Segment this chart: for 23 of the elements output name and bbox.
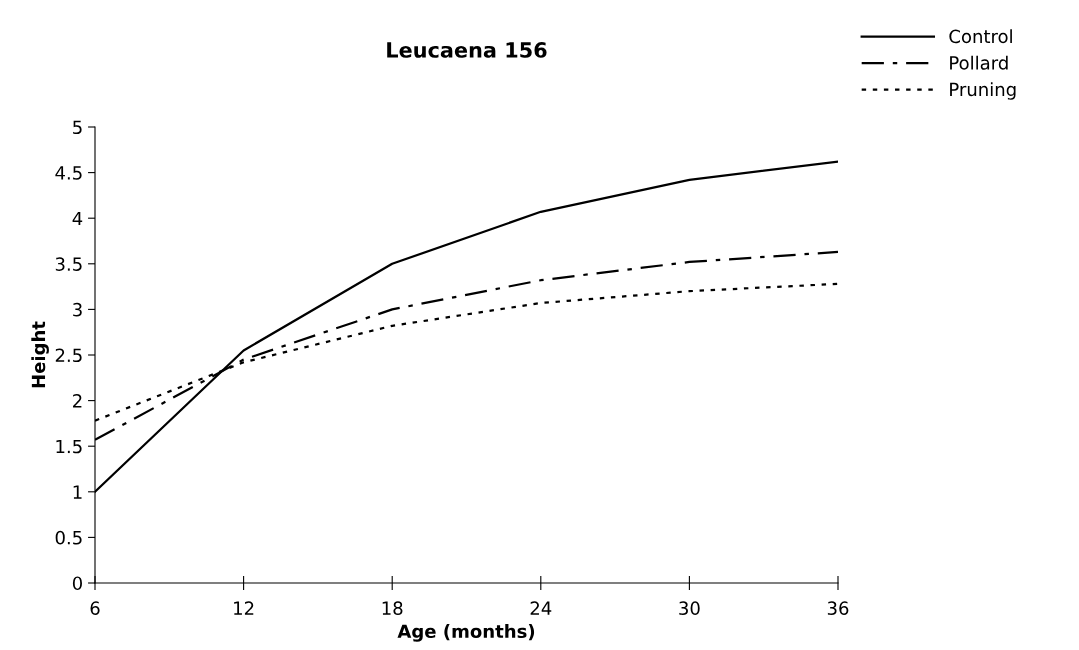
y-tick-label: 2 xyxy=(73,394,82,408)
x-tick-label: 6 xyxy=(90,601,100,616)
x-tick-label: 30 xyxy=(679,601,700,616)
y-tick-label: 1 xyxy=(73,485,82,499)
y-tick-label: 0 xyxy=(72,576,82,591)
legend-label: Pollard xyxy=(950,55,1008,70)
y-tick-label: 3.5 xyxy=(55,257,82,271)
y-tick-label: 3 xyxy=(73,302,82,317)
x-tick-label: 12 xyxy=(234,601,254,615)
x-tick-label: 24 xyxy=(530,601,552,615)
y-tick-label: 4.5 xyxy=(55,166,82,180)
y-tick-label: 1.5 xyxy=(56,439,82,454)
y-tick-label: 4 xyxy=(72,211,83,226)
y-tick-label: 0.5 xyxy=(55,530,82,545)
x-axis-title: Age (months) xyxy=(397,624,535,642)
legend-label: Pruning xyxy=(950,82,1016,100)
y-axis-title: Height xyxy=(31,321,49,388)
y-tick-label: 2.5 xyxy=(55,348,82,363)
x-tick-label: 36 xyxy=(827,601,849,616)
y-tick-label: 5 xyxy=(73,120,82,135)
chart-title: Leucaena 156 xyxy=(387,42,547,58)
legend-label: Control xyxy=(949,29,1012,44)
x-tick-label: 18 xyxy=(382,601,403,616)
